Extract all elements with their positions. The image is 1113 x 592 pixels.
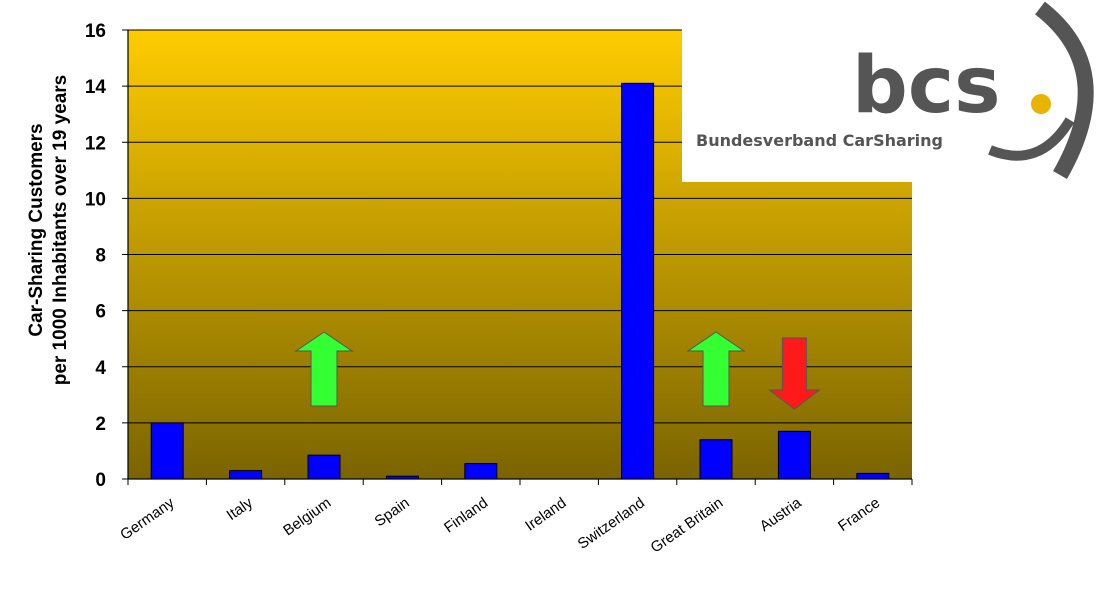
x-tick-label: Belgium <box>280 494 334 539</box>
arrow-down-icon <box>767 337 821 410</box>
x-tick-label: France <box>835 494 883 535</box>
bar-belgium <box>307 454 341 480</box>
y-tick-label: 16 <box>85 21 106 42</box>
bar-finland <box>464 463 498 480</box>
y-axis-label-line2: per 1000 Inhabitants over 19 years <box>50 75 71 386</box>
arrow-up-icon <box>686 331 746 407</box>
logo-arc-outer <box>1035 1 1094 179</box>
logo-name: bcs <box>852 41 1001 131</box>
bars <box>150 82 890 480</box>
y-tick-label: 14 <box>85 77 107 98</box>
x-tick-label: Great Britain <box>648 494 727 556</box>
bar-france <box>856 472 890 480</box>
y-tick-labels: 0 2 4 6 8 10 12 14 16 <box>85 21 128 491</box>
y-tick-label: 12 <box>85 133 106 154</box>
bar-spain <box>385 475 419 480</box>
y-axis-label: Car-Sharing Customers per 1000 Inhabitan… <box>26 75 71 386</box>
x-tick-label: Spain <box>372 494 413 530</box>
y-tick-label: 2 <box>95 414 106 435</box>
x-tick-label: Ireland <box>522 494 569 534</box>
x-tick-label: Finland <box>441 494 491 536</box>
logo-arc-inner <box>988 117 1075 161</box>
x-tick-labels: Germany Italy Belgium Spain Finland Ireland Sw… <box>117 479 913 557</box>
arrow-up-icon <box>294 331 354 407</box>
x-tick-label: Austria <box>757 494 806 535</box>
x-tick-label: Germany <box>117 494 178 544</box>
y-tick-label: 8 <box>95 246 106 267</box>
bar-great-britain <box>699 439 733 480</box>
logo-dot-icon <box>1031 94 1051 114</box>
x-tick-label: Switzerland <box>575 494 648 552</box>
y-tick-label: 6 <box>95 302 106 323</box>
bar-austria <box>777 430 811 480</box>
x-tick-label: Italy <box>224 494 257 524</box>
bar-switzerland <box>621 82 655 480</box>
bcs-logo: bcs Bundesverband CarSharing <box>682 0 1113 182</box>
y-axis-label-line1: Car-Sharing Customers <box>26 123 47 336</box>
logo-tagline: Bundesverband CarSharing <box>696 131 943 150</box>
bar-germany <box>150 422 184 480</box>
bar-italy <box>229 470 263 480</box>
y-tick-label: 0 <box>95 470 106 491</box>
y-tick-label: 4 <box>95 358 106 379</box>
y-tick-label: 10 <box>85 189 106 210</box>
trend-arrows <box>294 331 821 410</box>
